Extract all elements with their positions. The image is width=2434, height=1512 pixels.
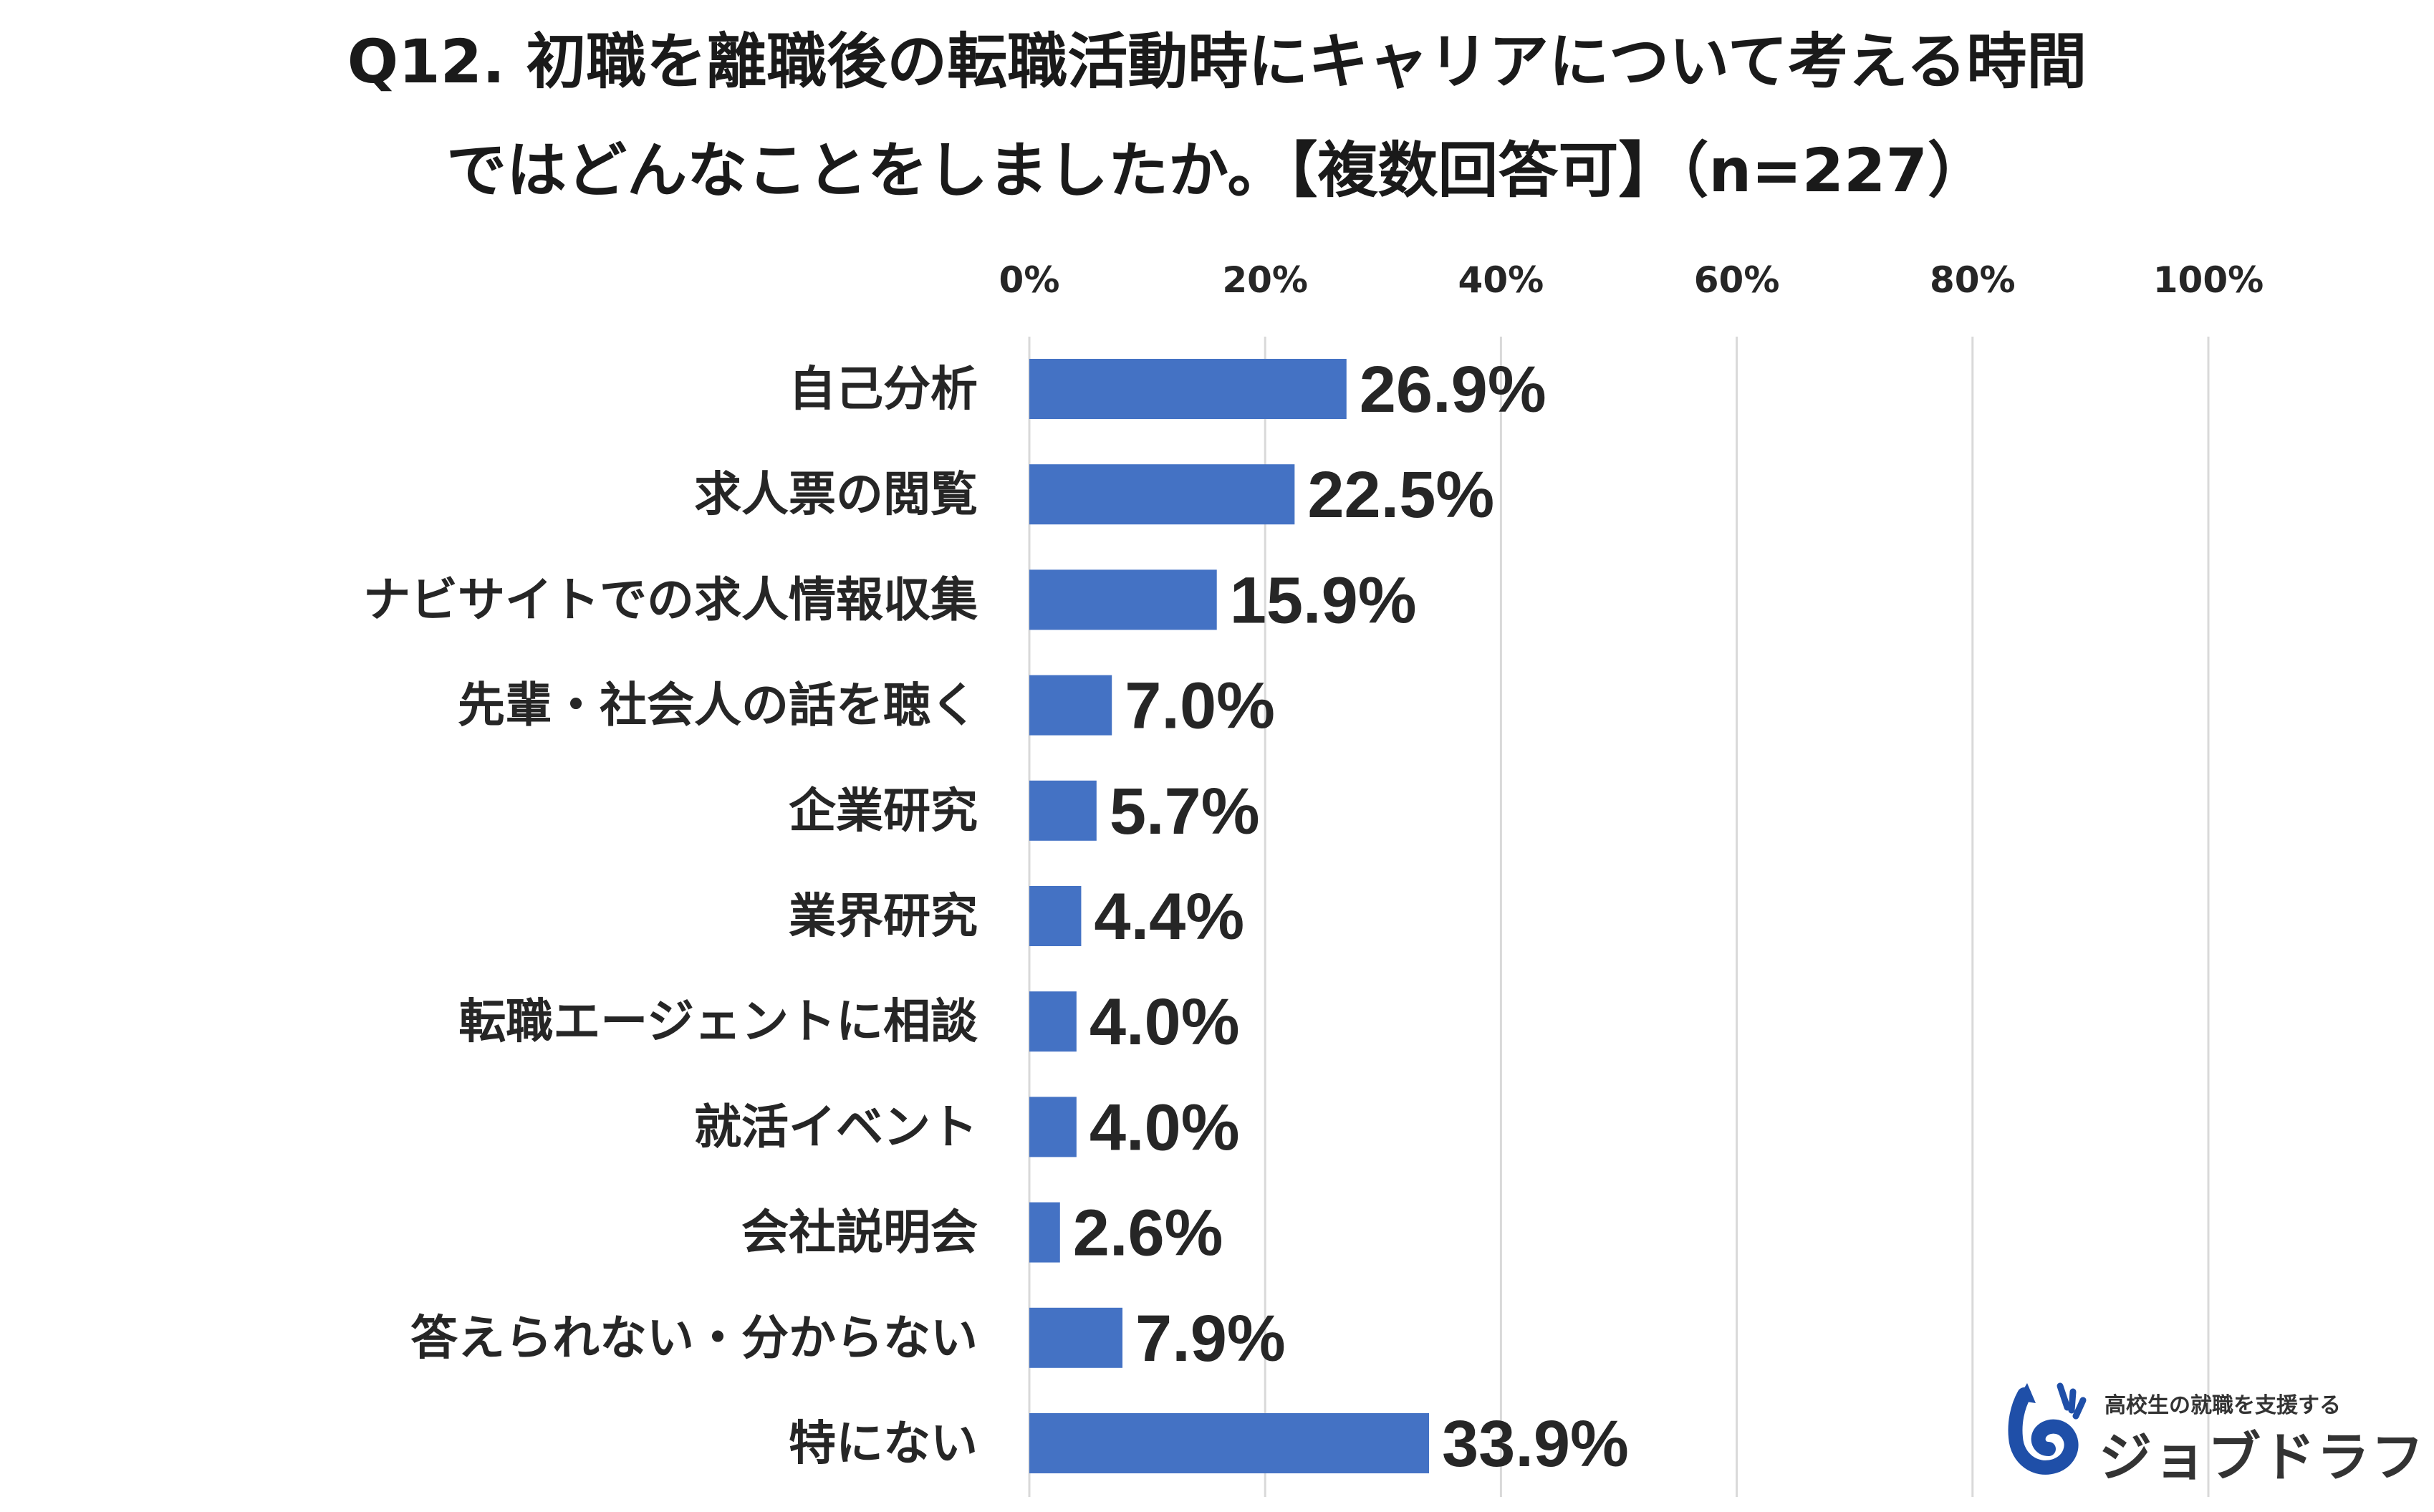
category-label: 転職エージェントに相談 <box>458 994 978 1049</box>
value-label: 15.9% <box>1230 564 1417 637</box>
bar <box>1029 464 1295 525</box>
jobdraft-logo: 高校生の就職を支援する ジョブドラフト <box>1998 1372 2434 1488</box>
bar <box>1029 359 1347 419</box>
bar <box>1029 1413 1429 1473</box>
category-label: 先輩・社会人の話を聴く <box>458 678 978 733</box>
value-label: 4.4% <box>1094 880 1244 953</box>
category-label: 就活イベント <box>694 1099 978 1155</box>
category-label: 会社説明会 <box>741 1205 978 1260</box>
bar <box>1029 1307 1123 1368</box>
x-tick-label: 0% <box>999 259 1060 301</box>
value-label: 26.9% <box>1360 353 1546 426</box>
bar <box>1029 1202 1060 1263</box>
category-label: 自己分析 <box>789 362 978 417</box>
bar <box>1029 886 1082 946</box>
x-tick-label: 60% <box>1694 259 1780 301</box>
bar <box>1029 675 1112 736</box>
x-tick-label: 40% <box>1458 259 1544 301</box>
value-label: 33.9% <box>1442 1407 1629 1480</box>
bar <box>1029 780 1097 841</box>
bar <box>1029 1097 1077 1157</box>
value-label: 4.0% <box>1089 986 1240 1059</box>
value-label: 2.6% <box>1073 1197 1223 1270</box>
value-label: 7.0% <box>1125 670 1275 743</box>
x-tick-label: 80% <box>1930 259 2016 301</box>
value-labels: 26.9% 22.5% 15.9% 7.0% 5.7% 4.4% 4.0% 4.0% 2.6% 7… <box>1073 353 1629 1480</box>
logo-name: ジョブドラフト <box>2099 1427 2434 1488</box>
category-labels: 自己分析求人票の閲覧ナビサイトでの求人情報収集先輩・社会人の話を聴く企業研究業界… <box>363 362 978 1471</box>
value-label: 7.9% <box>1135 1302 1286 1375</box>
category-label: ナビサイトでの求人情報収集 <box>363 572 978 627</box>
chart-title-line-1: Q12. 初職を離職後の転職活動時にキャリアについて考える時間 <box>347 27 2087 97</box>
bars <box>1029 359 1429 1473</box>
bar <box>1029 569 1217 630</box>
category-label: 答えられない・分からない <box>410 1310 978 1365</box>
category-label: 業界研究 <box>789 889 978 944</box>
category-label: 企業研究 <box>789 783 978 838</box>
x-tick-label: 20% <box>1222 259 1308 301</box>
value-label: 4.0% <box>1089 1091 1240 1164</box>
category-label: 求人票の閲覧 <box>694 467 978 522</box>
value-label: 22.5% <box>1307 458 1494 531</box>
x-tick-label: 100% <box>2153 259 2264 301</box>
logo-mark-icon <box>2008 1382 2087 1475</box>
logo-tagline: 高校生の就職を支援する <box>2105 1393 2341 1418</box>
x-axis-tick-labels: 0% 20% 40% 60% 80% 100% <box>999 259 2264 301</box>
bar <box>1029 991 1077 1052</box>
value-label: 5.7% <box>1110 775 1260 848</box>
chart-title-line-2: ではどんなことをしましたか。【複数回答可】（n=227） <box>446 135 1988 206</box>
category-label: 特にない <box>789 1416 978 1471</box>
